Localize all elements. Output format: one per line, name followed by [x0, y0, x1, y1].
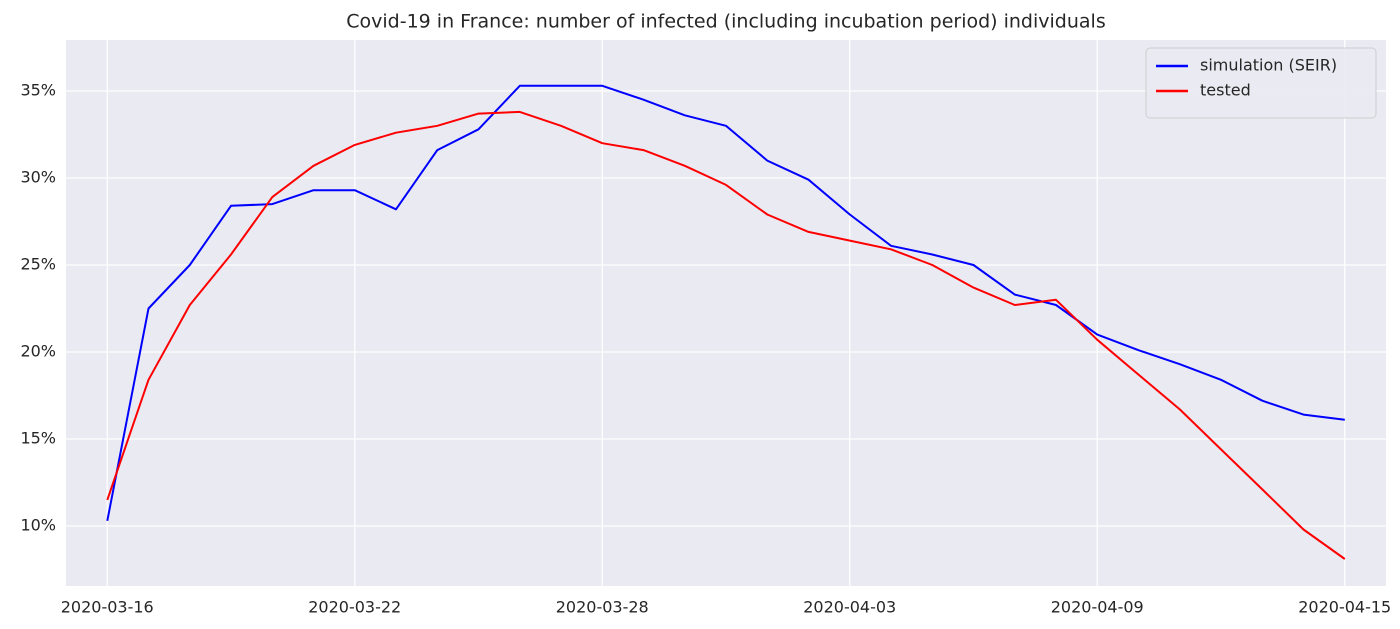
- y-tick-label: 25%: [20, 254, 56, 273]
- y-tick-label: 10%: [20, 515, 56, 534]
- y-tick-label: 15%: [20, 428, 56, 447]
- y-tick-label: 35%: [20, 80, 56, 99]
- data-line: [106, 84, 1345, 521]
- x-tick-label: 2020-04-03: [803, 598, 896, 617]
- x-tick-label: 2020-03-22: [308, 598, 401, 617]
- y-tick-label: 30%: [20, 167, 56, 186]
- legend-label: tested: [1200, 81, 1251, 100]
- x-tick-label: 2020-04-09: [1051, 598, 1144, 617]
- legend-label: simulation (SEIR): [1200, 56, 1337, 75]
- x-tick-label: 2020-03-16: [61, 598, 154, 617]
- y-tick-label: 20%: [20, 341, 56, 360]
- x-tick-label: 2020-04-15: [1298, 598, 1391, 617]
- chart-title: Covid-19 in France: number of infected (…: [346, 11, 1105, 33]
- x-tick-label: 2020-03-28: [556, 598, 649, 617]
- data-line: [106, 110, 1346, 560]
- legend-box: [1145, 47, 1377, 119]
- plot-area: [66, 40, 1386, 586]
- legend: simulation (SEIR) tested: [1145, 47, 1377, 119]
